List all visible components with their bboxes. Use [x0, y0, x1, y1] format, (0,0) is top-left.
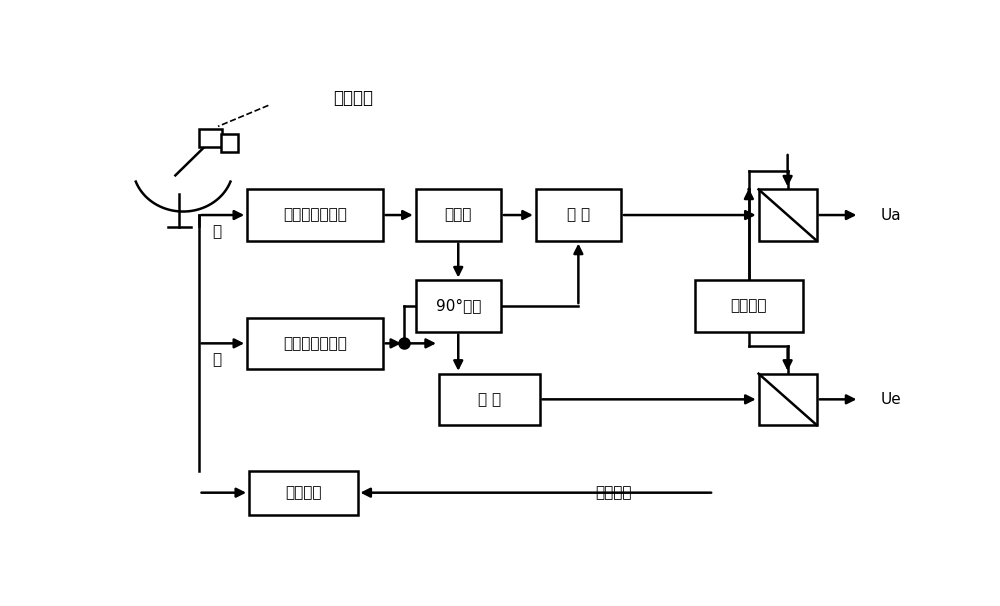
Bar [439, 374, 540, 425]
Text: 发射通道: 发射通道 [285, 485, 322, 500]
Text: 90°移相: 90°移相 [436, 299, 481, 313]
Text: 解 调: 解 调 [478, 392, 501, 407]
Text: 上行信号: 上行信号 [595, 485, 632, 500]
Text: 差: 差 [212, 224, 221, 239]
Bar [759, 374, 817, 425]
Bar [249, 470, 358, 515]
Bar [199, 128, 222, 147]
Text: 解 调: 解 调 [567, 207, 590, 222]
Bar [759, 190, 817, 241]
Text: 增益控制: 增益控制 [731, 299, 767, 313]
Bar [416, 281, 501, 331]
Text: 差信号下行链路: 差信号下行链路 [283, 207, 347, 222]
Bar [247, 190, 383, 241]
Text: 和信号下行链路: 和信号下行链路 [283, 336, 347, 351]
Text: 移相器: 移相器 [445, 207, 472, 222]
Text: Ue: Ue [881, 392, 901, 407]
Text: Ua: Ua [881, 207, 901, 222]
Bar [695, 281, 803, 331]
Bar [247, 318, 383, 369]
Bar [536, 190, 621, 241]
Text: 偏馈天线: 偏馈天线 [334, 89, 374, 107]
Bar [221, 134, 238, 152]
Text: 和: 和 [212, 352, 221, 367]
Bar [416, 190, 501, 241]
